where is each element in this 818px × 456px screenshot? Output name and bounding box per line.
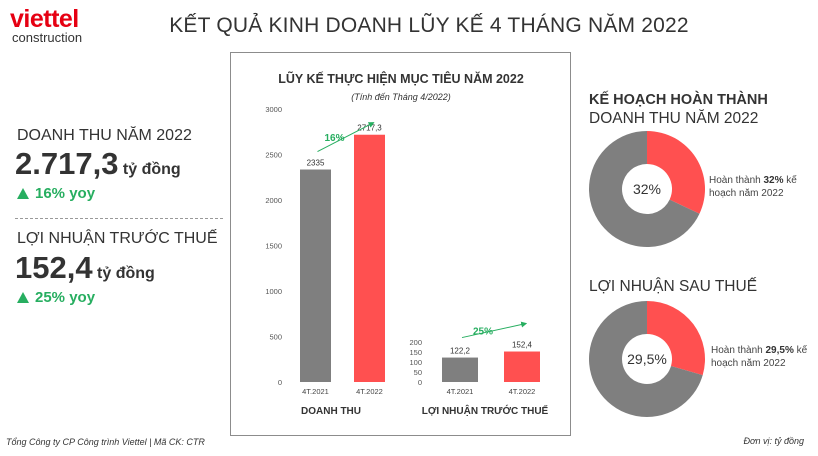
- revenue-number: 2.717,3: [15, 146, 119, 181]
- y-tick-label: 2500: [265, 151, 282, 160]
- y-tick-label: 0: [418, 378, 422, 387]
- note-bold: 32%: [763, 175, 784, 186]
- profit-unit: tỷ đồng: [97, 265, 155, 282]
- y-tick-label: 200: [409, 338, 422, 347]
- plan-title: KẾ HOẠCH HOÀN THÀNH: [589, 92, 768, 108]
- donut-center-label: 32%: [633, 181, 661, 197]
- profit-label: LỢI NHUẬN TRƯỚC THUẾ: [17, 230, 218, 247]
- profit-plan-title: LỢI NHUẬN SAU THUẾ: [589, 278, 758, 295]
- up-triangle-icon: [17, 292, 29, 303]
- page-title: KẾT QUẢ KINH DOANH LŨY KẾ 4 THÁNG NĂM 20…: [169, 14, 689, 37]
- donut-remaining-slice: [589, 131, 700, 247]
- donut-remaining-slice: [589, 301, 703, 417]
- note-prefix: Hoàn thành: [709, 175, 764, 186]
- chart-title: LŨY KẾ THỰC HIỆN MỤC TIÊU NĂM 2022: [278, 71, 524, 86]
- profit-donut-note: Hoàn thành 29,5% kế hoạch năm 2022: [711, 344, 811, 370]
- x-tick-label: 4T.2022: [509, 387, 536, 396]
- revenue-donut: 32%: [589, 131, 705, 247]
- x-tick-label: 4T.2022: [356, 387, 383, 396]
- y-tick-label: 500: [269, 333, 282, 342]
- y-tick-label: 150: [409, 348, 422, 357]
- revenue-value: 2.717,3 tỷ đồng: [15, 146, 181, 182]
- profit-growth-text: 25% yoy: [35, 289, 96, 306]
- growth-label: 25%: [473, 327, 493, 338]
- kpi-divider: [15, 218, 223, 219]
- group-label: LỢI NHUẬN TRƯỚC THUẾ: [422, 404, 549, 417]
- note-suffix: kế hoạch năm 2022: [709, 175, 797, 199]
- note-prefix: Hoàn thành: [711, 345, 766, 356]
- y-tick-label: 2000: [265, 196, 282, 205]
- revenue-plan-subtitle: DOANH THU NĂM 2022: [589, 110, 759, 127]
- x-tick-label: 4T.2021: [447, 387, 474, 396]
- bar-4t2022: [504, 351, 540, 382]
- growth-arrow: [317, 122, 375, 152]
- bar-value-label: 152,4: [512, 341, 533, 350]
- bar-4t2021: [442, 357, 478, 382]
- bar-value-label: 2717,3: [357, 124, 382, 133]
- viettel-logo: viettel construction: [10, 6, 82, 44]
- profit-donut: 29,5%: [589, 301, 705, 417]
- group-label: DOANH THU: [301, 406, 361, 417]
- footer-company: Tổng Công ty CP Công trình Viettel | Mã …: [6, 437, 205, 447]
- growth-label: 16%: [324, 133, 344, 144]
- profit-growth: 25% yoy: [17, 289, 95, 306]
- bar-value-label: 122,2: [450, 347, 471, 356]
- x-tick-label: 4T.2021: [302, 387, 329, 396]
- donut-completed-slice: [647, 131, 705, 214]
- y-tick-label: 3000: [265, 105, 282, 114]
- bar-value-label: 2335: [307, 159, 325, 168]
- revenue-unit: tỷ đồng: [122, 161, 181, 178]
- profit-value: 152,4 tỷ đồng: [15, 250, 155, 286]
- profit-number: 152,4: [15, 250, 93, 285]
- logo-brand: viettel: [10, 5, 79, 33]
- note-bold: 29,5%: [765, 345, 794, 356]
- note-suffix: kế hoạch năm 2022: [711, 345, 808, 369]
- chart-subtitle: (Tính đến Tháng 4/2022): [351, 92, 451, 102]
- revenue-growth: 16% yoy: [17, 185, 95, 202]
- revenue-label: DOANH THU NĂM 2022: [17, 127, 192, 144]
- bar-4t2021: [300, 169, 331, 382]
- y-tick-label: 0: [278, 378, 282, 387]
- revenue-donut-note: Hoàn thành 32% kế hoạch năm 2022: [709, 174, 809, 200]
- bar-chart: LŨY KẾ THỰC HIỆN MỤC TIÊU NĂM 2022 (Tính …: [265, 71, 549, 417]
- logo-sub: construction: [12, 30, 83, 45]
- y-tick-label: 1500: [265, 242, 282, 251]
- y-tick-label: 1000: [265, 287, 282, 296]
- y-tick-label: 100: [409, 358, 422, 367]
- bar-chart-panel: LŨY KẾ THỰC HIỆN MỤC TIÊU NĂM 2022 (Tính …: [230, 52, 571, 436]
- footer-unit: Đơn vị: tỷ đồng: [743, 436, 804, 446]
- donut-center-label: 29,5%: [627, 351, 667, 367]
- y-tick-label: 50: [414, 368, 422, 377]
- bar-4t2022: [354, 134, 385, 382]
- growth-arrow: [461, 321, 528, 339]
- up-triangle-icon: [17, 188, 29, 199]
- donut-completed-slice: [647, 301, 705, 376]
- revenue-growth-text: 16% yoy: [35, 185, 96, 202]
